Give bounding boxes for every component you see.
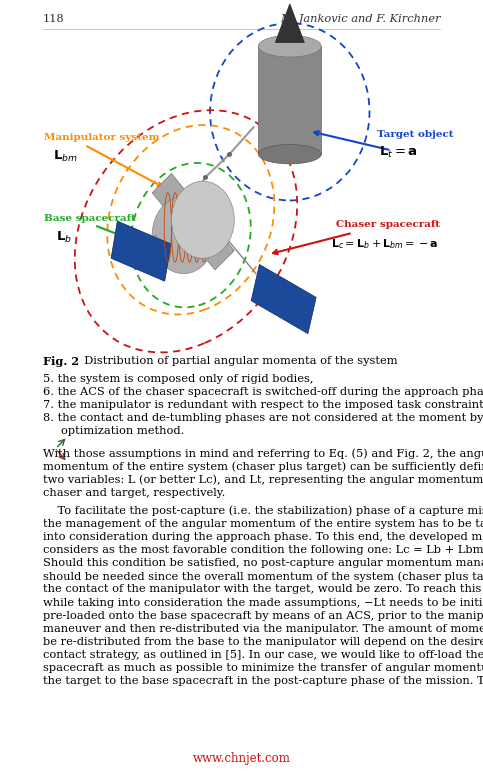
Text: $\mathbf{L}_{bm}$: $\mathbf{L}_{bm}$ <box>53 149 78 164</box>
Text: contact strategy, as outlined in [5]. In our case, we would like to off-load the: contact strategy, as outlined in [5]. In… <box>43 650 483 660</box>
Text: $\mathbf{L}_t = \mathbf{a}$: $\mathbf{L}_t = \mathbf{a}$ <box>379 145 418 160</box>
Text: be re-distributed from the base to the manipulator will depend on the desired pr: be re-distributed from the base to the m… <box>43 637 483 647</box>
Text: M. Jankovic and F. Kirchner: M. Jankovic and F. Kirchner <box>280 14 440 24</box>
Text: the target to the base spacecraft in the post-capture phase of the mission. To r: the target to the base spacecraft in the… <box>43 676 483 686</box>
Text: two variables: L (or better Lc), and Lt, representing the angular momentum of th: two variables: L (or better Lc), and Lt,… <box>43 475 483 486</box>
Polygon shape <box>152 173 234 270</box>
Bar <box>251 264 316 334</box>
Text: pre-loaded onto the base spacecraft by means of an ACS, prior to the manipulator: pre-loaded onto the base spacecraft by m… <box>43 611 483 621</box>
Text: the contact of the manipulator with the target, would be zero. To reach this con: the contact of the manipulator with the … <box>43 584 483 594</box>
Text: 6. the ACS of the chaser spacecraft is switched-off during the approach phase,: 6. the ACS of the chaser spacecraft is s… <box>43 387 483 397</box>
Text: 118: 118 <box>43 14 64 24</box>
Text: www.chnjet.com: www.chnjet.com <box>193 752 290 766</box>
Text: To facilitate the post-capture (i.e. the stabilization) phase of a capture missi: To facilitate the post-capture (i.e. the… <box>43 506 483 517</box>
Text: Base spacecraft: Base spacecraft <box>44 214 136 224</box>
Text: $\mathbf{L}_c = \mathbf{L}_b + \mathbf{L}_{bm} = -\mathbf{a}$: $\mathbf{L}_c = \mathbf{L}_b + \mathbf{L… <box>331 237 439 251</box>
Text: Distribution of partial angular momenta of the system: Distribution of partial angular momenta … <box>77 356 398 366</box>
Text: $\mathbf{L}_b$: $\mathbf{L}_b$ <box>56 230 71 245</box>
Text: chaser and target, respectively.: chaser and target, respectively. <box>43 488 225 498</box>
Text: while taking into consideration the made assumptions, −Lt needs to be initially: while taking into consideration the made… <box>43 598 483 608</box>
Text: considers as the most favorable condition the following one: Lc = Lb + Lbm = −Lt: considers as the most favorable conditio… <box>43 545 483 555</box>
Ellipse shape <box>152 197 215 274</box>
Text: maneuver and then re-distributed via the manipulator. The amount of momentum to: maneuver and then re-distributed via the… <box>43 624 483 634</box>
Text: Target object: Target object <box>377 130 453 139</box>
Text: the management of the angular momentum of the entire system has to be taken: the management of the angular momentum o… <box>43 519 483 529</box>
Text: should be needed since the overall momentum of the system (chaser plus target), : should be needed since the overall momen… <box>43 571 483 582</box>
Ellipse shape <box>258 144 321 164</box>
Bar <box>111 221 171 281</box>
Polygon shape <box>275 4 304 42</box>
Text: 8. the contact and de-tumbling phases are not considered at the moment by the: 8. the contact and de-tumbling phases ar… <box>43 413 483 423</box>
Text: Should this condition be satisfied, no post-capture angular momentum management: Should this condition be satisfied, no p… <box>43 558 483 568</box>
Text: With those assumptions in mind and referring to Eq. (5) and Fig. 2, the angular: With those assumptions in mind and refer… <box>43 449 483 460</box>
Ellipse shape <box>171 181 234 258</box>
Text: optimization method.: optimization method. <box>61 426 184 436</box>
Text: 7. the manipulator is redundant with respect to the imposed task constraints,: 7. the manipulator is redundant with res… <box>43 400 483 410</box>
Ellipse shape <box>258 35 321 57</box>
Text: into consideration during the approach phase. To this end, the developed method: into consideration during the approach p… <box>43 532 483 542</box>
Text: momentum of the entire system (chaser plus target) can be sufficiently defined b: momentum of the entire system (chaser pl… <box>43 462 483 473</box>
Text: spacecraft as much as possible to minimize the transfer of angular momentum from: spacecraft as much as possible to minimi… <box>43 663 483 673</box>
Text: Fig. 2: Fig. 2 <box>43 356 79 367</box>
Polygon shape <box>258 46 321 154</box>
Text: Chaser spacecraft: Chaser spacecraft <box>336 220 440 229</box>
Text: 5. the system is composed only of rigid bodies,: 5. the system is composed only of rigid … <box>43 374 313 384</box>
Text: Manipulator system: Manipulator system <box>44 133 160 142</box>
